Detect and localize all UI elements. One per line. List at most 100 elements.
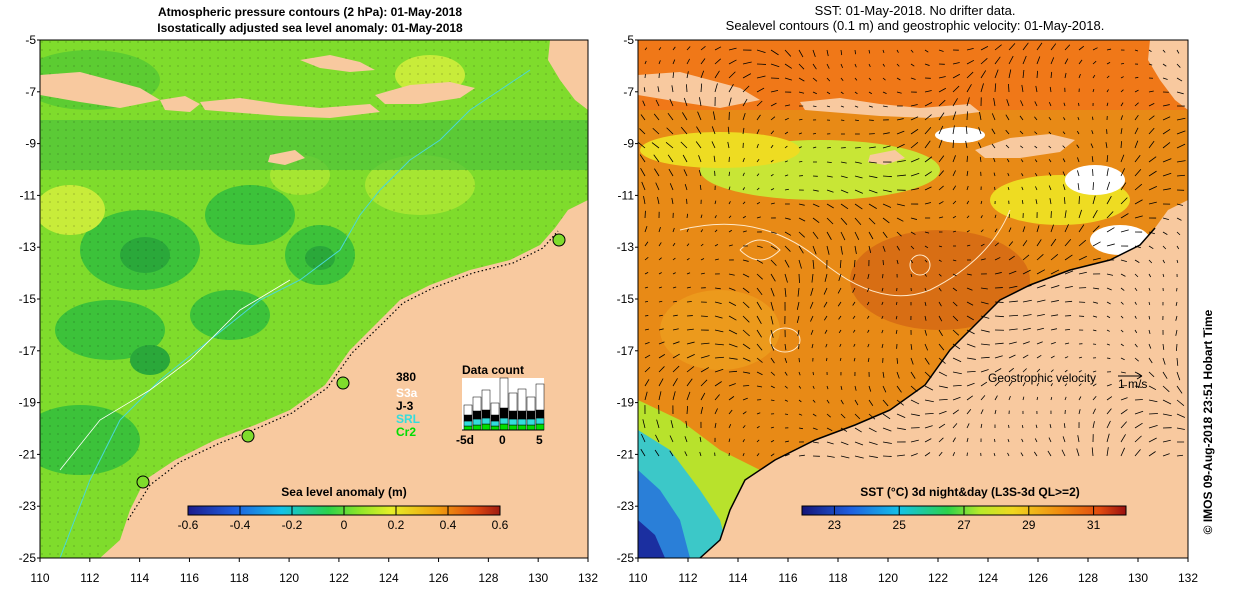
velocity-vector: [895, 315, 898, 320]
velocity-vector: [840, 119, 845, 121]
velocity-vector: [784, 63, 792, 69]
velocity-vector: [1048, 159, 1052, 163]
velocity-vector: [640, 448, 646, 457]
velocity-vector: [1148, 357, 1153, 364]
velocity-vector: [1019, 115, 1024, 121]
velocity-vector: [952, 155, 956, 163]
data-count-axis-max: 5: [536, 433, 543, 447]
velocity-vector: [854, 203, 863, 210]
velocity-vector: [1008, 55, 1014, 65]
right-title-line1: SST: 01-May-2018. No drifter data.: [814, 3, 1016, 18]
velocity-vector: [784, 357, 788, 363]
velocity-vector: [854, 49, 856, 55]
velocity-vector: [756, 259, 764, 264]
velocity-vector: [826, 413, 831, 418]
right-sumba-island: [868, 150, 905, 165]
velocity-vector: [644, 47, 648, 51]
velocity-vector: [1050, 253, 1059, 261]
velocity-vector: [1120, 128, 1123, 135]
velocity-vector: [1020, 452, 1024, 457]
velocity-vector: [672, 242, 676, 247]
velocity-vector: [1148, 245, 1154, 250]
velocity-vector: [798, 132, 803, 135]
velocity-vector: [1134, 301, 1137, 305]
velocity-vector: [882, 203, 892, 208]
velocity-vector: [1035, 85, 1038, 93]
velocity-vector: [1005, 144, 1010, 149]
velocity-vector: [756, 75, 766, 79]
velocity-legend-scale: 1 m/s: [1118, 377, 1147, 391]
velocity-vector: [882, 413, 891, 420]
velocity-vector: [952, 343, 961, 350]
velocity-vector: [686, 84, 688, 93]
data-count-bar-segment: [526, 396, 536, 412]
velocity-vector: [742, 73, 752, 79]
velocity-vector: [854, 147, 861, 149]
velocity-vector: [924, 425, 933, 429]
velocity-vector: [952, 62, 960, 65]
velocity-vector: [672, 272, 676, 275]
velocity-vector: [993, 157, 996, 163]
velocity-vector: [1020, 159, 1024, 163]
velocity-vector: [742, 301, 750, 309]
velocity-vector: [1148, 329, 1151, 334]
velocity-vector: [924, 140, 931, 149]
velocity-vector: [770, 426, 775, 429]
velocity-vector: [669, 98, 674, 107]
velocity-vector: [1176, 357, 1179, 366]
velocity-vector: [1064, 58, 1069, 65]
velocity-vector: [1176, 143, 1186, 149]
velocity-vector: [826, 49, 829, 57]
velocity-vector: [784, 231, 792, 236]
velocity-vector: [854, 427, 862, 433]
colorbar-tick-label: 0.2: [388, 518, 405, 532]
velocity-vector: [938, 410, 947, 415]
velocity-vector: [993, 98, 996, 107]
velocity-vector: [812, 441, 819, 444]
velocity-vector: [798, 245, 804, 254]
velocity-vector: [854, 385, 857, 391]
velocity-vector: [1120, 102, 1124, 107]
velocity-vector: [980, 215, 983, 219]
velocity-vector: [838, 329, 842, 334]
velocity-vector: [728, 357, 738, 360]
velocity-vector: [1049, 424, 1052, 429]
velocity-vector: [881, 287, 884, 292]
left-title-line2: Isostatically adjusted sea level anomaly…: [157, 21, 463, 35]
velocity-vector: [770, 301, 774, 311]
velocity-vector: [980, 46, 989, 51]
velocity-vector: [1078, 196, 1080, 205]
velocity-vector: [756, 49, 766, 54]
left-title-line1: Atmospheric pressure contours (2 hPa): 0…: [157, 5, 463, 19]
velocity-vector: [770, 440, 775, 443]
velocity-vector: [658, 366, 665, 373]
velocity-vector: [1176, 160, 1186, 163]
y-tick-label: -17: [617, 344, 635, 358]
right-colorbar-ticks: 23 25 27 29 31: [828, 506, 1101, 532]
velocity-vector: [823, 287, 828, 295]
velocity-vector: [1120, 343, 1124, 347]
velocity-vector: [1048, 172, 1052, 177]
velocity-vector: [896, 259, 899, 265]
velocity-vector: [1022, 354, 1029, 359]
velocity-vector: [770, 202, 775, 205]
velocity-vector: [711, 126, 716, 135]
velocity-vector: [896, 160, 906, 163]
velocity-vector: [1007, 173, 1010, 177]
x-tick-label: 122: [928, 571, 948, 585]
velocity-vector: [924, 273, 927, 277]
data-count-bars: [463, 377, 545, 431]
right-map-title: SST: 01-May-2018. No drifter data. Seale…: [640, 3, 1190, 33]
velocity-vector: [882, 77, 886, 81]
velocity-vector: [770, 130, 775, 135]
y-tick-label: -7: [623, 85, 634, 99]
velocity-vector: [1036, 225, 1040, 233]
data-count-bar-segment: [499, 423, 509, 431]
velocity-vector: [756, 371, 763, 376]
velocity-vector: [966, 97, 970, 107]
velocity-vector: [1106, 396, 1113, 401]
velocity-vector: [672, 328, 679, 331]
velocity-vector: [1006, 158, 1010, 163]
velocity-vector: [938, 245, 943, 248]
velocity-vector: [826, 245, 830, 255]
